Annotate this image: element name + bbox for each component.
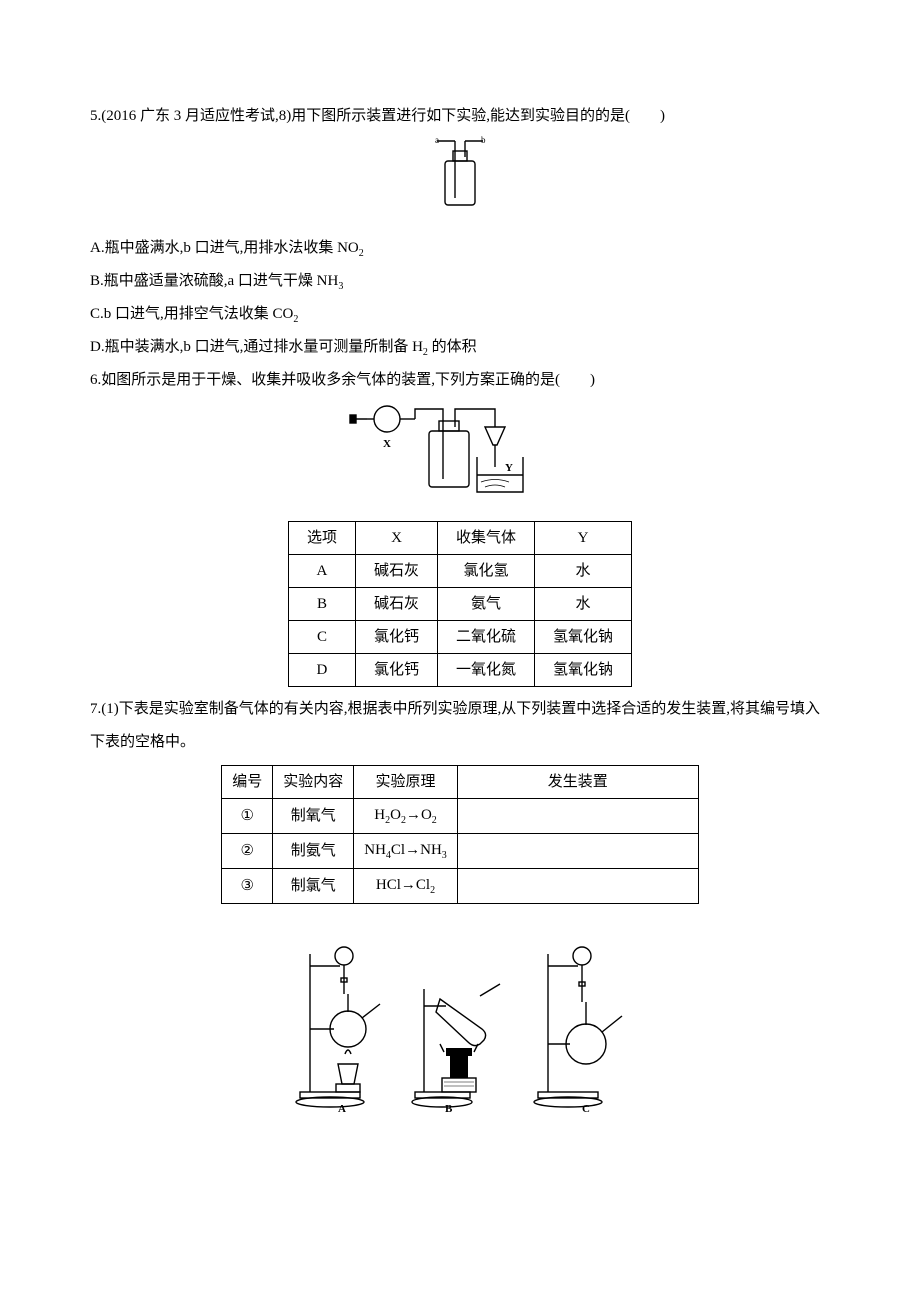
q5-figure: a b [90, 133, 830, 226]
q6-th-3: Y [535, 522, 632, 555]
q7-blank-1 [457, 799, 698, 834]
q7-table: 编号 实验内容 实验原理 发生装置 ① 制氧气 H2O2→O2 ② 制氨气 NH… [221, 765, 699, 904]
q5-fig-label-a: a [435, 135, 439, 145]
q7-principle-2: NH4Cl→NH3 [354, 834, 458, 869]
q7-app-label-A: A [338, 1103, 346, 1114]
q7-principle-3: HCl→Cl2 [354, 869, 458, 904]
table-row: A 碱石灰 氯化氢 水 [288, 555, 631, 588]
q5-choice-C: C.b 口进气,用排空气法收集 CO2 [90, 298, 830, 331]
q7-blank-2 [457, 834, 698, 869]
q5-stem: 5.(2016 广东 3 月适应性考试,8)用下图所示装置进行如下实验,能达到实… [90, 100, 830, 133]
q5-stem-text: 5.(2016 广东 3 月适应性考试,8)用下图所示装置进行如下实验,能达到实… [90, 108, 630, 124]
q5-fig-label-b: b [481, 135, 486, 145]
q6-table: 选项 X 收集气体 Y A 碱石灰 氯化氢 水 B 碱石灰 氨气 水 C 氯化钙… [288, 521, 632, 687]
q6-th-0: 选项 [288, 522, 355, 555]
table-row: ① 制氧气 H2O2→O2 [222, 799, 699, 834]
q5-stem-close: ) [660, 108, 665, 124]
q6-stem-close: ) [590, 372, 595, 388]
table-row: 编号 实验内容 实验原理 发生装置 [222, 766, 699, 799]
q7-app-label-C: C [582, 1103, 590, 1114]
q5-choice-B: B.瓶中盛适量浓硫酸,a 口进气干燥 NH3 [90, 265, 830, 298]
q6-th-1: X [355, 522, 437, 555]
q6-stem: 6.如图所示是用于干燥、收集并吸收多余气体的装置,下列方案正确的是( ) [90, 364, 830, 397]
q6-figure: X Y [90, 397, 830, 515]
table-row: ③ 制氯气 HCl→Cl2 [222, 869, 699, 904]
table-row: 选项 X 收集气体 Y [288, 522, 631, 555]
q7-apparatus-figure: A B C [90, 934, 830, 1127]
table-row: C 氯化钙 二氧化硫 氢氧化钠 [288, 621, 631, 654]
q7-stem: 7.(1)下表是实验室制备气体的有关内容,根据表中所列实验原理,从下列装置中选择… [90, 693, 830, 759]
q6-fig-label-x: X [383, 438, 391, 450]
q6-stem-text: 6.如图所示是用于干燥、收集并吸收多余气体的装置,下列方案正确的是( [90, 372, 560, 388]
table-row: D 氯化钙 一氧化氮 氢氧化钠 [288, 654, 631, 687]
table-row: ② 制氨气 NH4Cl→NH3 [222, 834, 699, 869]
q7-principle-1: H2O2→O2 [354, 799, 458, 834]
q7-blank-3 [457, 869, 698, 904]
q7-app-label-B: B [445, 1103, 453, 1114]
q6-th-2: 收集气体 [438, 522, 535, 555]
q6-fig-label-y: Y [505, 462, 513, 474]
q5-choice-A: A.瓶中盛满水,b 口进气,用排水法收集 NO2 [90, 232, 830, 265]
q5-choice-D: D.瓶中装满水,b 口进气,通过排水量可测量所制备 H2 的体积 [90, 331, 830, 364]
table-row: B 碱石灰 氨气 水 [288, 588, 631, 621]
